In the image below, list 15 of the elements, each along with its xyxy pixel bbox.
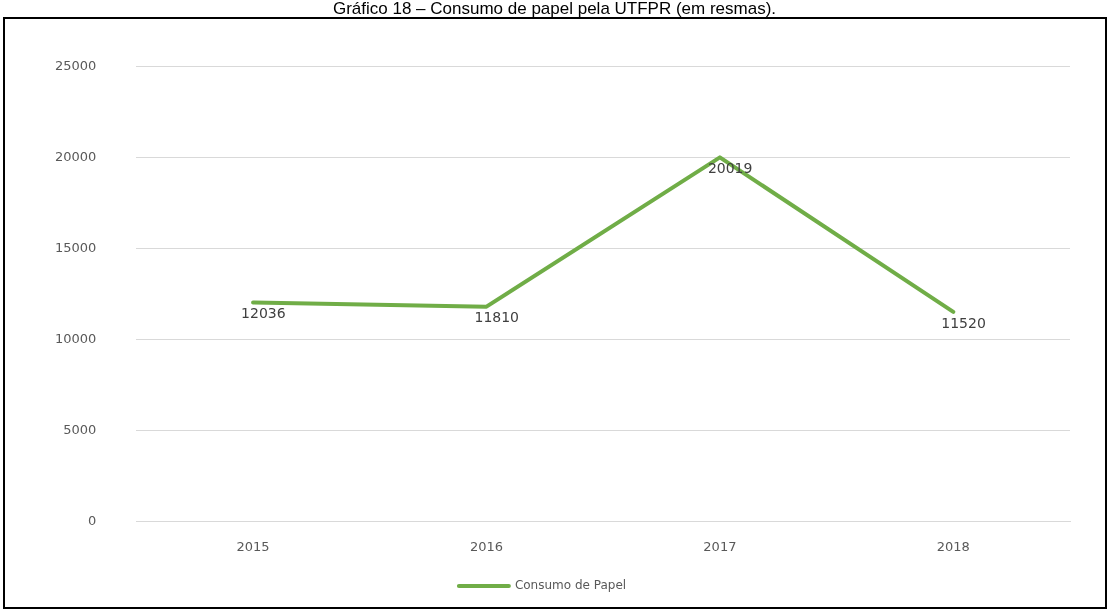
x-tick-label: 2015	[236, 538, 270, 554]
y-tick-label: 0	[88, 512, 97, 528]
data-label: 11810	[474, 309, 520, 326]
x-tick-label: 2016	[469, 538, 504, 554]
x-tick-label: 2018	[936, 538, 970, 554]
y-tick-label: 25000	[55, 58, 97, 74]
y-tick-label: 10000	[55, 330, 97, 346]
y-tick-label: 20000	[55, 149, 97, 165]
chart-title: Gráfico 18 – Consumo de papel pela UTFPR (em resmas).	[331, 0, 778, 18]
y-tick-label: 5000	[63, 421, 97, 437]
data-label: 11520	[941, 314, 986, 331]
legend-label: Consumo de Papel	[514, 578, 627, 593]
x-tick-label: 2017	[703, 538, 737, 554]
data-label: 12036	[241, 305, 286, 322]
y-tick-label: 15000	[55, 240, 97, 256]
